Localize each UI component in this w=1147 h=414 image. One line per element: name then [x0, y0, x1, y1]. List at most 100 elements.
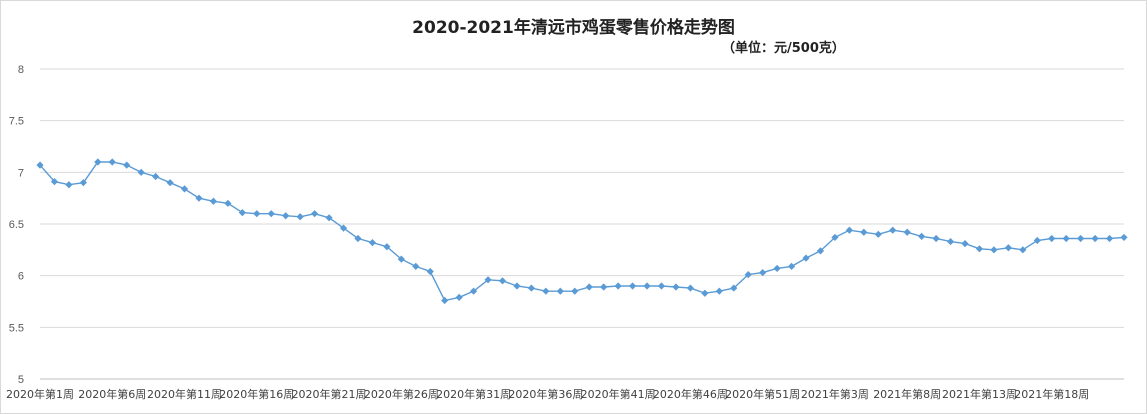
- data-point: [180, 185, 189, 193]
- x-tick-label: 2021年第13周: [942, 387, 1017, 401]
- data-point: [123, 161, 131, 169]
- data-point: [1120, 233, 1128, 242]
- data-point: [354, 234, 362, 243]
- data-point: [441, 296, 449, 305]
- data-point: [614, 282, 622, 290]
- data-point: [65, 181, 73, 189]
- data-point: [339, 224, 348, 232]
- data-point: [1077, 234, 1085, 243]
- x-tick-label: 2020年第31周: [436, 387, 511, 401]
- data-point: [1062, 234, 1070, 243]
- price-series: [36, 158, 1128, 305]
- x-tick-label: 2021年第8周: [873, 387, 941, 401]
- chart-title: 2020-2021年清远市鸡蛋零售价格走势图: [412, 18, 735, 38]
- x-tick-label: 2020年第11周: [147, 387, 222, 401]
- data-point: [542, 287, 550, 295]
- data-point: [94, 158, 102, 166]
- x-tick-label: 2020年第46周: [653, 387, 728, 401]
- data-point: [311, 210, 319, 218]
- x-tick-label: 2020年第6周: [78, 387, 146, 401]
- data-point: [759, 268, 767, 277]
- data-point: [585, 283, 593, 291]
- data-point: [990, 246, 998, 254]
- data-point: [889, 226, 897, 234]
- data-point: [498, 277, 507, 285]
- data-point: [267, 210, 275, 218]
- data-point: [166, 179, 174, 187]
- data-point: [368, 239, 377, 247]
- data-point: [79, 179, 87, 187]
- data-point: [643, 282, 651, 290]
- gridlines: [40, 68, 1124, 380]
- data-point: [918, 232, 926, 240]
- data-point: [1091, 234, 1099, 243]
- data-point: [1004, 244, 1012, 252]
- x-tick-label: 2021年第3周: [801, 387, 869, 401]
- data-point: [744, 271, 752, 279]
- data-point: [556, 287, 564, 295]
- data-point: [1048, 234, 1056, 243]
- data-point: [137, 168, 145, 176]
- x-tick-label: 2020年第36周: [508, 387, 583, 401]
- data-point: [686, 284, 694, 292]
- data-point: [108, 158, 116, 166]
- data-point: [715, 287, 723, 295]
- data-point: [701, 289, 709, 297]
- data-point: [816, 247, 825, 255]
- data-point: [672, 283, 680, 291]
- data-point: [195, 194, 203, 202]
- data-point: [412, 262, 420, 270]
- data-point: [657, 282, 666, 290]
- x-tick-label: 2020年第26周: [364, 387, 439, 401]
- data-point: [238, 209, 246, 217]
- data-point: [874, 230, 882, 238]
- data-point: [426, 267, 434, 276]
- data-point: [513, 282, 521, 290]
- data-point: [946, 237, 955, 246]
- data-point: [932, 234, 940, 243]
- x-tick-label: 2020年第41周: [581, 387, 656, 401]
- y-tick-label: 8: [18, 64, 24, 76]
- data-point: [484, 276, 492, 284]
- data-point: [325, 214, 333, 222]
- data-point: [571, 287, 579, 295]
- y-tick-label: 5.5: [9, 322, 24, 334]
- data-point: [600, 283, 608, 291]
- data-point: [296, 213, 304, 221]
- x-tick-label: 2020年第16周: [219, 387, 294, 401]
- x-tick-label: 2020年第51周: [725, 387, 800, 401]
- x-tick-label: 2020年第1周: [6, 387, 74, 401]
- data-point: [961, 240, 969, 248]
- data-point: [50, 178, 59, 186]
- data-point: [282, 212, 290, 220]
- data-point: [1105, 234, 1114, 243]
- data-point: [831, 233, 839, 242]
- data-point: [903, 228, 911, 236]
- series-line: [39, 161, 1125, 302]
- data-point: [628, 282, 637, 290]
- data-point: [383, 243, 391, 251]
- y-tick-label: 6: [18, 271, 24, 283]
- y-tick-label: 7: [18, 167, 24, 179]
- data-point: [470, 287, 478, 295]
- x-tick-label: 2021年第18周: [1014, 387, 1089, 401]
- y-tick-label: 7.5: [9, 116, 24, 128]
- data-point: [397, 255, 405, 263]
- data-point: [730, 284, 738, 292]
- data-point: [1033, 236, 1041, 245]
- data-point: [1019, 246, 1027, 254]
- chart-subtitle: （单位：元/500克）: [722, 41, 845, 56]
- x-axis-ticks: 2020年第1周 2020年第6周 2020年第11周2020年第16周2020年第…: [6, 387, 1089, 401]
- data-point: [802, 254, 810, 262]
- data-point: [36, 161, 44, 169]
- x-tick-label: 2020年第21周: [292, 387, 367, 401]
- data-point: [224, 199, 232, 207]
- data-point: [527, 284, 536, 292]
- y-tick-label: 6.5: [9, 219, 24, 231]
- data-point: [455, 293, 463, 301]
- data-point: [975, 245, 984, 253]
- data-point: [860, 228, 868, 236]
- data-point: [787, 262, 796, 270]
- data-point: [845, 226, 853, 234]
